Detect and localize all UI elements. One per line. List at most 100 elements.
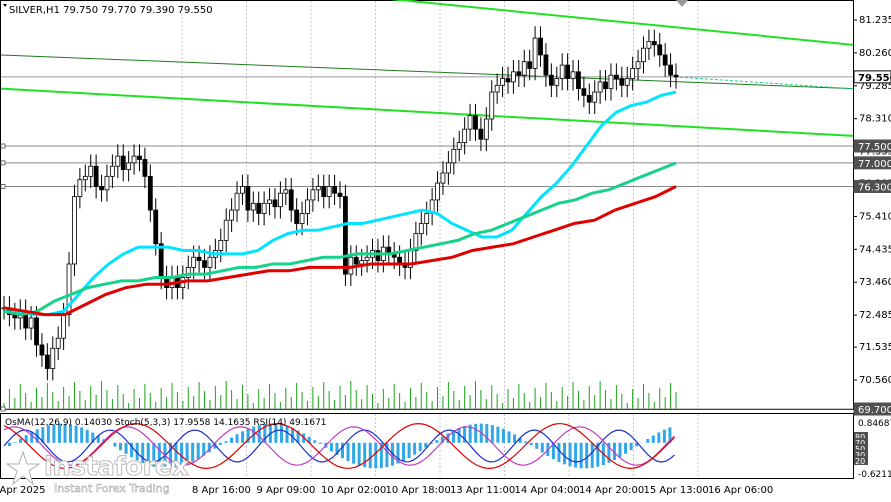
time-label: 14 Apr 20:00 (579, 485, 644, 496)
level-handle (1, 407, 5, 411)
candle-body (452, 149, 456, 162)
osma-bar (191, 443, 194, 462)
candle-body (105, 176, 109, 189)
osma-bar (541, 443, 544, 453)
candle-body (268, 200, 272, 203)
osma-bar (435, 440, 438, 443)
instaforex-watermark: instaforex Instant Forex Trading (6, 450, 191, 496)
candle-body (333, 186, 337, 193)
osma-bar (557, 443, 560, 462)
candle-body (354, 257, 358, 264)
candle-body (89, 166, 93, 176)
osma-bar (374, 443, 377, 469)
osma-bar (330, 443, 333, 452)
time-label: 16 Apr 06:00 (708, 485, 773, 496)
candle-body (56, 338, 60, 348)
candle-body (566, 65, 570, 78)
price-tick-label: 81.235 (859, 15, 891, 26)
osma-bar (657, 432, 660, 442)
candle-body (251, 203, 255, 210)
osma-bar (585, 443, 588, 469)
candle-body (636, 62, 640, 69)
candle-body (620, 79, 624, 86)
candle-body (625, 79, 629, 86)
candle-body (289, 190, 293, 210)
candle-body (582, 89, 586, 96)
osma-bar (619, 443, 622, 457)
candle-body (436, 183, 440, 200)
candle-body (604, 82, 608, 89)
osma-bar (219, 443, 222, 445)
candle-body (219, 240, 223, 250)
candle-body (45, 355, 49, 368)
osma-bar (313, 440, 316, 443)
osma-bar (75, 426, 78, 443)
osma-bar (569, 443, 572, 466)
candle-body (62, 315, 66, 339)
candle-body (154, 210, 158, 244)
candle-body (441, 173, 445, 183)
price-level-label: 69.700 (858, 405, 891, 416)
time-label: 14 Apr 04:00 (515, 485, 580, 496)
price-tick-label: 70.560 (859, 375, 891, 386)
candle-body (484, 119, 488, 139)
candle-body (35, 318, 39, 345)
osma-bar (319, 443, 322, 444)
candle-body (132, 156, 136, 163)
price-level-label: 77.000 (858, 159, 891, 170)
osma-bar (197, 443, 200, 459)
candle-body (674, 75, 678, 77)
osma-bar (524, 441, 527, 442)
candle-body (473, 116, 477, 129)
candle-body (78, 180, 82, 197)
price-tick-label: 71.535 (859, 342, 891, 353)
candle-body (663, 55, 667, 65)
candle-body (51, 348, 55, 368)
candle-body (94, 166, 98, 186)
candle-body (419, 224, 423, 234)
candle-body (587, 95, 591, 102)
candle-body (148, 176, 152, 210)
candle-body (343, 197, 347, 275)
candle-body (511, 72, 515, 82)
candle-body (544, 55, 548, 75)
candle-body (446, 163, 450, 173)
candle-body (273, 200, 277, 207)
osma-bar (580, 443, 583, 468)
osma-bar (624, 443, 627, 454)
osma-bar (491, 425, 494, 443)
candle-body (560, 65, 564, 78)
osma-bar (508, 431, 511, 442)
candle-body (533, 38, 537, 68)
candle-body (425, 213, 429, 223)
candle-body (278, 193, 282, 206)
osma-bar (14, 442, 17, 443)
level-handle (1, 184, 5, 188)
osma-bar (652, 436, 655, 443)
osma-bar (502, 429, 505, 443)
osma-bar (630, 443, 633, 450)
osma-bar (513, 434, 516, 442)
osma-bar (408, 443, 411, 458)
candle-body (322, 186, 326, 196)
osma-bar (236, 434, 239, 443)
osma-bar (19, 439, 22, 443)
osma-bar (113, 443, 116, 447)
candle-body (137, 156, 141, 159)
candle-body (192, 257, 196, 267)
osma-bar (574, 443, 577, 468)
candle-body (658, 45, 662, 55)
level-handle (1, 161, 5, 165)
candle-body (506, 79, 510, 82)
candle-body (208, 257, 212, 267)
candle-body (652, 41, 656, 44)
price-level-label: 79.550 (858, 73, 891, 84)
candle-body (468, 116, 472, 129)
candle-body (305, 200, 309, 213)
osma-bar (47, 425, 50, 442)
candle-body (365, 257, 369, 260)
indicator-legend: OsMA(12,26,9) 0.14030 Stoch(5,3,3) 17.95… (5, 418, 327, 428)
candle-body (631, 68, 635, 78)
